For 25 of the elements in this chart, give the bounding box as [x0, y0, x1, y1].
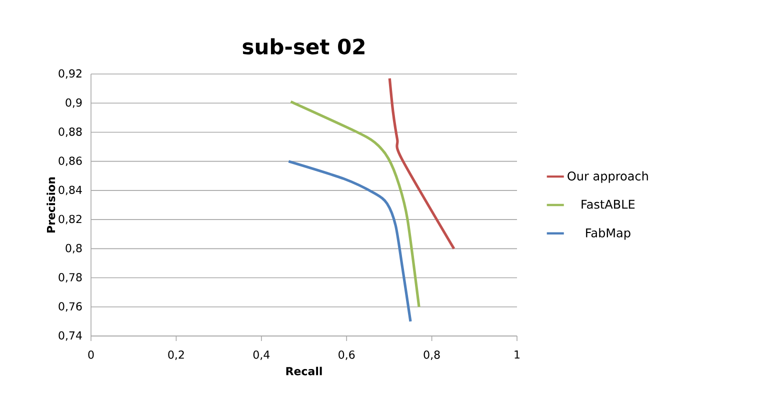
line-series	[289, 100, 420, 308]
x-tick-label: 0,4	[253, 350, 270, 360]
x-tick-label: 0	[88, 350, 94, 359]
y-axis-title: Precision	[46, 177, 56, 232]
y-tick-label: 0,86	[58, 156, 82, 166]
x-tick-label: 0,2	[168, 350, 184, 360]
legend-label: Our approach	[568, 171, 648, 183]
y-tick-label: 0,82	[58, 214, 82, 224]
legend-label: FabMap	[586, 228, 630, 240]
line-series	[388, 77, 456, 250]
legend-label: FastABLE	[582, 200, 635, 209]
line-series	[287, 160, 412, 323]
y-tick-label: 0,78	[58, 273, 82, 282]
y-tick-label: 0,9	[66, 98, 82, 108]
y-tick-label: 0,76	[58, 302, 82, 312]
chart-title: sub-set 02	[242, 38, 364, 54]
x-axis-title: Recall	[286, 366, 322, 376]
y-tick-label: 0,74	[58, 331, 82, 341]
y-tick-label: 0,92	[58, 69, 82, 79]
y-tick-label: 0,8	[66, 244, 82, 254]
x-tick-label: 0,6	[338, 350, 355, 360]
y-tick-label: 0,84	[58, 186, 82, 196]
x-tick-label: 1	[514, 350, 520, 359]
x-tick-label: 0,8	[424, 350, 440, 360]
y-tick-label: 0,88	[58, 127, 82, 137]
